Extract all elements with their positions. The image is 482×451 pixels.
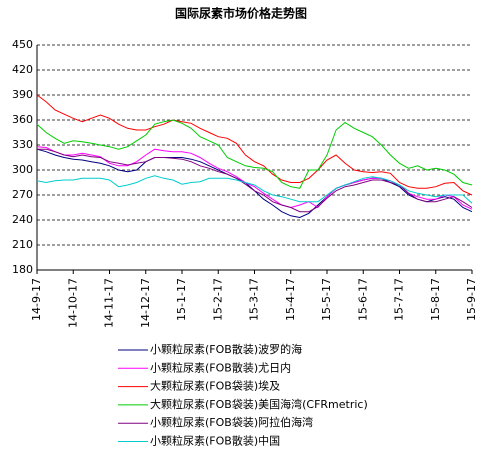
y-tick-label: 450 (12, 38, 33, 51)
x-tick-label: 15-9-17 (465, 278, 478, 321)
x-tick-label: 14-9-17 (30, 278, 43, 321)
y-tick-label: 300 (12, 163, 33, 176)
x-tick-label: 15-7-17 (393, 278, 406, 321)
y-tick-label: 330 (12, 138, 33, 151)
x-tick-label: 15-6-17 (356, 278, 369, 321)
y-tick-label: 270 (12, 188, 33, 201)
chart-title: 国际尿素市场价格走势图 (175, 6, 307, 21)
series-line (36, 146, 473, 210)
legend-label: 小颗粒尿素(FOB散装)中国 (150, 434, 280, 448)
x-tick-label: 15-8-17 (429, 278, 442, 321)
y-tick-label: 360 (12, 113, 33, 126)
legend-label: 小颗粒尿素(FOB袋装)阿拉伯海湾 (150, 415, 313, 429)
series-line (36, 148, 473, 219)
y-tick-label: 210 (12, 238, 33, 251)
legend-label: 小颗粒尿素(FOB散装)波罗的海 (150, 342, 302, 356)
legend-label: 大颗粒尿素(FOB袋装)美国海湾(CFRmetric) (150, 397, 368, 411)
x-tick-label: 15-2-17 (211, 278, 224, 321)
y-tick-label: 180 (12, 263, 33, 276)
x-tick-label: 15-3-17 (248, 278, 261, 321)
series-line (36, 94, 473, 196)
x-tick-label: 14-10-17 (66, 278, 79, 328)
x-tick-label: 15-5-17 (320, 278, 333, 321)
x-tick-label: 15-1-17 (175, 278, 188, 321)
legend-label: 大颗粒尿素(FOB袋装)埃及 (150, 379, 280, 393)
y-tick-label: 420 (12, 63, 33, 76)
y-tick-label: 390 (12, 88, 33, 101)
series-line (37, 148, 473, 213)
legend-label: 小颗粒尿素(FOB散装)尤日内 (150, 360, 291, 374)
x-tick-label: 15-4-17 (284, 278, 297, 321)
y-tick-label: 240 (12, 213, 33, 226)
series-line (36, 175, 473, 204)
x-tick-label: 14-11-17 (103, 278, 116, 328)
x-tick-label: 14-12-17 (139, 278, 152, 328)
series-line (36, 119, 473, 189)
